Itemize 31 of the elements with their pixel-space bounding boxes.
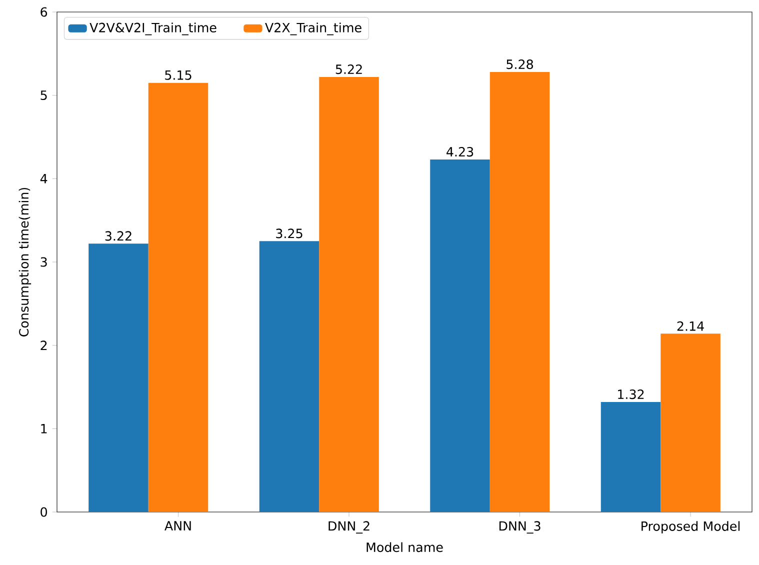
x-tick-label: ANN (164, 521, 191, 530)
y-tick-label: 6 (40, 7, 48, 17)
bar (490, 72, 550, 512)
x-tick-label: DNN_2 (328, 521, 370, 534)
x-tick-label: DNN_3 (499, 521, 540, 534)
y-tick-label: 5 (40, 90, 47, 100)
bar (430, 159, 490, 512)
x-axis-title: Model name (366, 542, 443, 552)
legend-label: V2V&V2I_Train_time (90, 22, 216, 36)
y-tick-label: 3 (40, 257, 47, 267)
data-label: 5.28 (506, 59, 534, 70)
y-tick-label: 1 (41, 424, 47, 434)
y-axis-title: Consumption time(min) (18, 188, 32, 336)
bar (600, 402, 661, 512)
bar (319, 76, 379, 512)
legend-label: V2X_Train_time (265, 22, 362, 36)
data-label: 5.22 (336, 64, 362, 74)
data-label: 3.25 (276, 228, 302, 238)
x-tick-label: Proposed Model (642, 521, 740, 534)
bar (148, 82, 208, 512)
data-label: 4.23 (446, 146, 474, 157)
data-label: 1.32 (618, 389, 644, 400)
data-label: 5.15 (165, 70, 192, 80)
bar (660, 334, 720, 512)
y-tick-label: 2 (40, 340, 47, 350)
data-label: 3.22 (105, 231, 132, 241)
data-label: 2.14 (677, 321, 704, 331)
bar (88, 244, 148, 512)
y-tick-label: 4 (40, 174, 48, 184)
bar (259, 241, 320, 512)
y-tick-label: 0 (40, 507, 48, 517)
